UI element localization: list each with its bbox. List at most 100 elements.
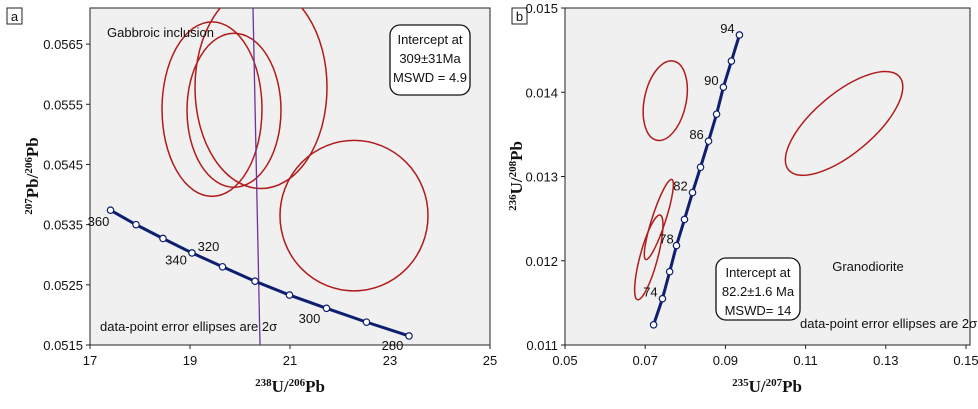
age-marker — [322, 304, 331, 313]
x-tick-label: 23 — [383, 353, 397, 368]
age-label: 78 — [659, 232, 673, 247]
age-marker — [649, 320, 658, 329]
error-ellipse — [633, 214, 664, 301]
age-marker — [680, 215, 689, 224]
plot-content — [106, 8, 429, 345]
intercept-text: Intercept at — [397, 32, 462, 47]
age-label: 280 — [382, 338, 404, 353]
intercept-text: MSWD = 4.9 — [393, 70, 467, 85]
age-marker — [712, 110, 721, 118]
age-label: 86 — [689, 127, 703, 142]
ylabel-part: Pb — [23, 137, 42, 157]
age-label: 340 — [165, 252, 187, 267]
xlabel-part: Pb — [782, 377, 802, 396]
note: data-point error ellipses are 2σ — [100, 319, 277, 334]
xlabel-part: U/ — [272, 377, 289, 396]
age-marker — [719, 83, 728, 91]
annotation: Gabbroic inclusion — [107, 25, 214, 40]
age-label: 94 — [720, 21, 734, 36]
age-label: 82 — [673, 179, 687, 194]
intercept-text: Intercept at — [725, 265, 790, 280]
intercept-text: 309±31Ma — [399, 51, 461, 66]
age-marker — [251, 277, 259, 286]
plot-content — [633, 31, 904, 329]
ylabel-part: 206 — [23, 157, 35, 174]
age-marker — [704, 137, 713, 145]
ylabel: 207Pb/206Pb — [23, 137, 42, 214]
x-tick-label: 0.13 — [873, 353, 898, 368]
panel-tag: a — [11, 9, 19, 24]
age-label: 300 — [299, 311, 321, 326]
age-marker — [218, 262, 227, 271]
y-tick-label: 0.0555 — [43, 97, 83, 112]
age-marker — [285, 291, 294, 299]
panel-tag-box — [6, 7, 23, 25]
xlabel: 238U/206Pb — [255, 377, 325, 396]
xlabel-part: U/ — [749, 377, 766, 396]
age-marker — [665, 267, 674, 276]
age-marker — [688, 188, 697, 197]
concordia-curve — [109, 208, 410, 338]
ylabel-part: U/ — [507, 177, 526, 194]
intercept-text: MSWD= 14 — [725, 303, 792, 318]
note: data-point error ellipses are 2σ — [800, 316, 977, 331]
error-ellipse — [642, 60, 689, 142]
ylabel-part: Pb/ — [23, 173, 42, 198]
age-label: 90 — [704, 73, 718, 88]
xlabel-part: Pb — [305, 377, 325, 396]
ylabel-part: 208 — [507, 160, 519, 177]
panel-tag-box — [511, 7, 528, 25]
annotation: Granodiorite — [832, 259, 904, 274]
y-tick-label: 0.012 — [525, 254, 558, 269]
concordia-curve — [652, 34, 741, 326]
age-marker — [362, 318, 371, 326]
xlabel: 235U/207Pb — [732, 377, 802, 396]
y-tick-label: 0.015 — [525, 1, 558, 16]
age-marker — [672, 241, 681, 250]
age-marker — [696, 163, 705, 172]
ylabel-part: 236 — [507, 194, 519, 211]
xlabel-part: 207 — [766, 377, 783, 389]
y-tick-label: 0.0525 — [43, 278, 83, 293]
age-marker — [658, 294, 667, 303]
xlabel-part: 238 — [255, 377, 272, 389]
x-tick-label: 0.05 — [552, 353, 577, 368]
intercept-text: 82.2±1.6 Ma — [722, 284, 795, 299]
x-tick-label: 0.11 — [793, 353, 817, 368]
age-marker — [188, 249, 196, 257]
age-marker — [735, 31, 744, 39]
y-tick-label: 0.0515 — [43, 338, 83, 353]
x-tick-label: 0.07 — [633, 353, 658, 368]
x-tick-label: 21 — [283, 353, 297, 368]
error-ellipse — [161, 21, 263, 198]
age-marker — [727, 57, 736, 65]
age-label: 360 — [88, 214, 110, 229]
age-marker — [159, 234, 167, 243]
x-tick-label: 17 — [83, 353, 97, 368]
error-ellipse — [643, 178, 675, 261]
ylabel-part: 207 — [23, 198, 35, 215]
y-tick-label: 0.0565 — [43, 37, 83, 52]
xlabel-part: 206 — [289, 377, 306, 389]
y-tick-label: 0.0545 — [43, 157, 83, 172]
y-tick-label: 0.014 — [525, 85, 558, 100]
y-tick-label: 0.011 — [526, 338, 558, 353]
error-ellipse — [194, 8, 328, 190]
age-marker — [106, 206, 115, 215]
x-tick-label: 19 — [183, 353, 197, 368]
intercept-box — [389, 24, 471, 96]
ylabel: 236U/208Pb — [507, 141, 526, 211]
x-tick-label: 0.09 — [713, 353, 738, 368]
age-label: 320 — [198, 239, 220, 254]
y-tick-label: 0.013 — [525, 170, 558, 185]
panel-tag: b — [516, 9, 523, 24]
age-marker — [405, 332, 413, 340]
age-marker — [132, 220, 140, 229]
intercept-box — [715, 257, 801, 321]
x-tick-label: 25 — [483, 353, 497, 368]
ylabel-part: Pb — [507, 141, 526, 161]
y-tick-label: 0.0535 — [43, 218, 83, 233]
error-ellipse — [279, 139, 429, 292]
age-label: 74 — [643, 285, 657, 300]
